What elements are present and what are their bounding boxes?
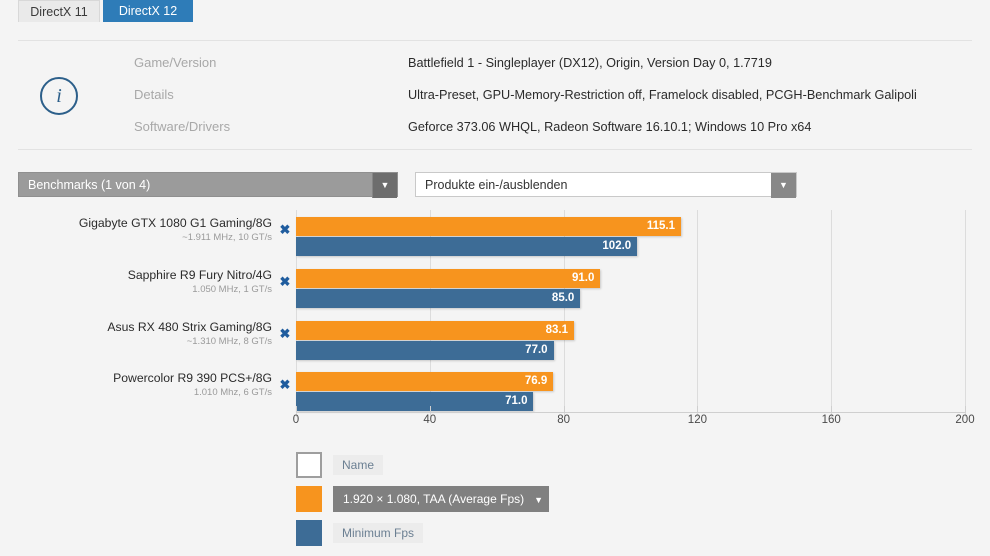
legend-swatch-minimum-fps	[296, 520, 322, 546]
axis-tick-label: 200	[955, 414, 975, 426]
info-value-game-version: Battlefield 1 - Singleplayer (DX12), Ori…	[408, 56, 772, 70]
benchmark-info-panel: i Game/Version Battlefield 1 - Singlepla…	[18, 40, 972, 150]
chevron-down-icon[interactable]: ▼	[534, 495, 544, 505]
remove-product-icon[interactable]: ✖	[279, 222, 291, 237]
bar-minimum-fps: 102.0	[296, 237, 638, 256]
axis-tick-mark	[563, 406, 565, 413]
axis-tick-mark	[965, 406, 966, 413]
products-select[interactable]: Produkte ein-/ausblenden ▼	[415, 172, 797, 198]
chevron-down-icon[interactable]: ▼	[372, 173, 397, 198]
info-circle-icon: i	[40, 77, 78, 115]
bar-average-fps: 115.1	[296, 217, 681, 236]
category-subtitle: 1.050 MHz, 1 GT/s	[192, 283, 272, 295]
chart-gridline	[296, 210, 297, 417]
chart-gridline	[563, 210, 565, 417]
legend-label-average-fps: 1.920 × 1.080, TAA (Average Fps)	[343, 492, 525, 506]
legend-swatch-average-fps	[296, 486, 322, 512]
axis-tick-label: 120	[687, 414, 707, 426]
bar-minimum-fps: 85.0	[296, 288, 581, 308]
bar-value-label: 71.0	[505, 395, 528, 408]
bar-minimum-fps: 71.0	[296, 392, 534, 412]
axis-tick-label: 40	[423, 414, 437, 426]
category-name: Gigabyte GTX 1080 G1 Gaming/8G	[78, 216, 272, 230]
info-row-software-drivers: Software/Drivers Geforce 373.06 WHQL, Ra…	[18, 117, 972, 148]
category-subtitle: ~1.911 MHz, 10 GT/s	[182, 232, 272, 243]
bar-average-fps: 83.1	[296, 320, 574, 340]
axis-tick-label: 0	[292, 414, 300, 426]
axis-tick-label: 160	[821, 414, 841, 426]
bar-average-fps: 91.0	[296, 268, 601, 288]
info-row-details: Details Ultra-Preset, GPU-Memory-Restric…	[18, 85, 972, 116]
remove-product-icon[interactable]: ✖	[279, 273, 291, 289]
bar-minimum-fps: 77.0	[296, 340, 554, 360]
chart-gridline	[697, 210, 699, 417]
axis-tick-mark	[831, 406, 833, 413]
category-subtitle: ~1.310 MHz, 8 GT/s	[186, 335, 272, 347]
chart-legend: Name 1.920 × 1.080, TAA (Average Fps) ▼ M…	[296, 452, 696, 548]
axis-tick-mark	[697, 406, 699, 413]
tab-directx-11-label: DirectX 11	[30, 5, 88, 19]
remove-product-icon[interactable]: ✖	[279, 325, 291, 341]
chart-x-axis	[296, 412, 966, 413]
benchmark-chart: Gigabyte GTX 1080 G1 Gaming/8G ~1.911 MHz…	[0, 205, 990, 430]
legend-label-name: Name	[333, 455, 384, 475]
chart-bar-group: 115.1 102.0	[296, 216, 965, 257]
chart-gridline	[965, 210, 966, 417]
tab-directx-12[interactable]: DirectX 12	[103, 0, 193, 22]
tab-directx-12-label: DirectX 12	[118, 4, 178, 18]
bar-value-label: 76.9	[524, 375, 548, 388]
tab-directx-11[interactable]: DirectX 11	[18, 0, 100, 22]
bar-value-label: 83.1	[545, 323, 568, 336]
bar-average-fps: 76.9	[296, 372, 554, 392]
bar-value-label: 115.1	[646, 220, 675, 232]
category-name: Powercolor R9 390 PCS+/8G	[113, 371, 272, 386]
chart-category-label: Asus RX 480 Strix Gaming/8G ~1.310 MHz, 8…	[22, 320, 272, 348]
legend-label-minimum-fps: Minimum Fps	[333, 523, 424, 543]
bar-value-label: 85.0	[551, 291, 575, 304]
info-value-details: Ultra-Preset, GPU-Memory-Restriction off…	[408, 88, 917, 102]
legend-average-fps-select[interactable]: 1.920 × 1.080, TAA (Average Fps) ▼	[333, 486, 550, 512]
benchmarks-select[interactable]: Benchmarks (1 von 4) ▼	[18, 172, 398, 198]
benchmarks-select-value: Benchmarks (1 von 4)	[28, 178, 151, 192]
chart-category-label: Gigabyte GTX 1080 G1 Gaming/8G ~1.911 MHz…	[22, 216, 272, 244]
chart-category-label: Powercolor R9 390 PCS+/8G 1.010 Mhz, 6 GT…	[22, 371, 272, 399]
category-name: Asus RX 480 Strix Gaming/8G	[107, 319, 272, 334]
axis-tick-mark	[296, 406, 297, 413]
legend-swatch-name	[296, 452, 322, 478]
chart-bar-group: 91.0 85.0	[296, 268, 965, 309]
chart-bar-group: 76.9 71.0	[296, 371, 965, 412]
category-name: Sapphire R9 Fury Nitro/4G	[127, 267, 272, 282]
info-value-software-drivers: Geforce 373.06 WHQL, Radeon Software 16.…	[408, 120, 812, 134]
chart-bar-group: 83.1 77.0	[296, 320, 965, 361]
tab-bar: DirectX 11 DirectX 12	[0, 0, 990, 22]
info-label-details: Details	[134, 87, 174, 102]
info-label-game-version: Game/Version	[134, 55, 217, 70]
bar-value-label: 102.0	[602, 240, 632, 252]
info-row-game-version: Game/Version Battlefield 1 - Singleplaye…	[18, 53, 972, 84]
chart-category-label: Sapphire R9 Fury Nitro/4G 1.050 MHz, 1 GT…	[22, 268, 272, 296]
category-subtitle: 1.010 Mhz, 6 GT/s	[193, 387, 272, 399]
chart-gridline	[831, 210, 833, 417]
bar-value-label: 91.0	[572, 271, 595, 284]
products-select-value: Produkte ein-/ausblenden	[425, 178, 568, 192]
axis-tick-label: 80	[557, 414, 570, 426]
info-label-software-drivers: Software/Drivers	[134, 119, 231, 134]
chart-gridline	[429, 210, 431, 417]
chart-plot-area: 115.1 102.0 91.0 85.0 83.1 77.0 76.9 71.0	[296, 210, 966, 417]
axis-tick-mark	[429, 406, 431, 413]
bar-value-label: 77.0	[525, 343, 548, 356]
chart-category-labels: Gigabyte GTX 1080 G1 Gaming/8G ~1.911 MHz…	[10, 210, 272, 417]
remove-product-icon[interactable]: ✖	[279, 377, 291, 393]
chevron-down-icon[interactable]: ▼	[771, 173, 796, 198]
